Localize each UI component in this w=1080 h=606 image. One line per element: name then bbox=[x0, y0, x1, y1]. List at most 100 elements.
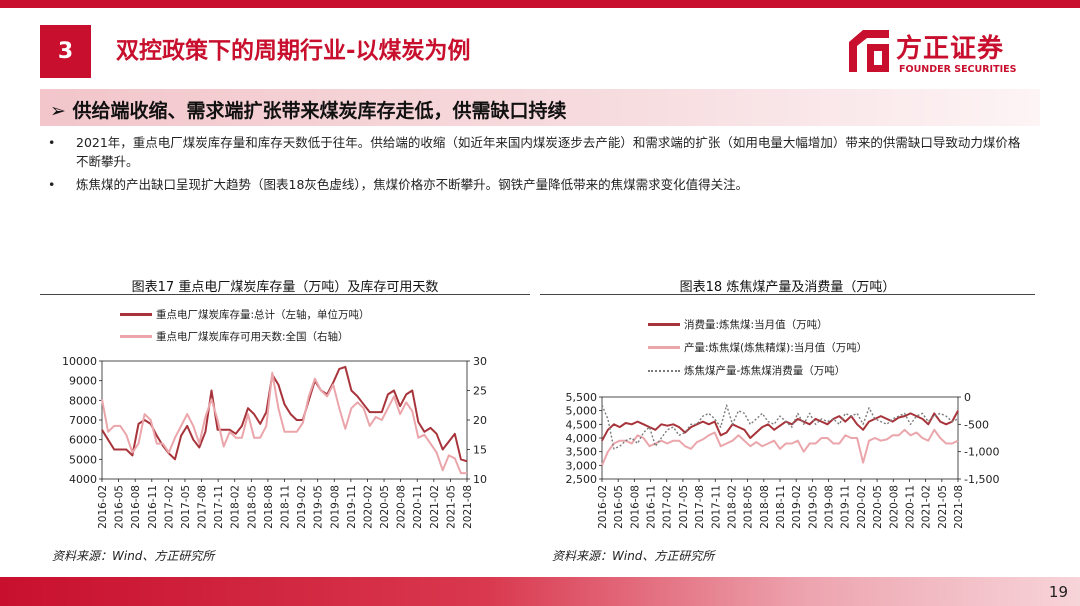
subtitle-banner bbox=[40, 89, 1040, 126]
chart17-series-line-1 bbox=[101, 371, 467, 475]
chart17-x-tick-label: 2020-05 bbox=[379, 485, 391, 529]
chart17-x-tick-label: 2017-02 bbox=[163, 485, 175, 529]
chart18-right-tick-label: -1,000 bbox=[964, 446, 999, 459]
chart17-x-tick-label: 2016-05 bbox=[114, 485, 126, 529]
founder-logo-icon bbox=[849, 30, 889, 72]
chart17-x-tick-label: 2021-08 bbox=[462, 485, 474, 529]
chart18-left-tick-label: 4,500 bbox=[566, 418, 598, 431]
chart18-x-tick-label: 2017-11 bbox=[710, 485, 722, 529]
chart17-left-tick-label: 9000 bbox=[69, 375, 97, 388]
legend-swatch bbox=[120, 313, 152, 316]
chart17-x-tick-label: 2018-02 bbox=[230, 485, 242, 529]
chart17-x-tick-label: 2017-08 bbox=[197, 485, 209, 529]
chart17-x-tick-label: 2017-05 bbox=[180, 485, 192, 529]
legend-swatch bbox=[648, 369, 680, 372]
chart18-left-tick-label: 5,000 bbox=[566, 405, 598, 418]
chart18-x-tick-label: 2017-05 bbox=[678, 485, 690, 529]
chart17-x-tick-label: 2018-11 bbox=[280, 485, 292, 529]
chart17-source: 资料来源：Wind、方正研究所 bbox=[52, 549, 215, 563]
legend-swatch bbox=[120, 335, 152, 338]
chart17-left-tick-label: 7000 bbox=[69, 414, 97, 427]
legend-label: 重点电厂煤炭库存量:总计（左轴，单位万吨） bbox=[156, 309, 370, 321]
page-title: 双控政策下的周期行业-以煤炭为例 bbox=[116, 38, 471, 64]
chart18-x-tick-label: 2018-02 bbox=[726, 485, 738, 529]
chart18-series-line-1 bbox=[601, 428, 959, 466]
chart18-x-tick-label: 2020-02 bbox=[856, 485, 868, 529]
chart17-left-tick-label: 6000 bbox=[69, 434, 97, 447]
chart18-x-tick-label: 2019-08 bbox=[824, 485, 836, 529]
chart17-svg: 4000 5000 6000 7000 8000 9000 10000 10 15 20 25 30 2… bbox=[62, 355, 487, 529]
chart17-left-tick-label: 4000 bbox=[69, 473, 97, 486]
chart17-legend-item-1: 重点电厂煤炭库存可用天数:全国（右轴） bbox=[120, 329, 349, 344]
chart17-x-tick-label: 2021-05 bbox=[445, 485, 457, 529]
subtitle-text: ➢ 供给端收缩、需求端扩张带来煤炭库存走低，供需缺口持续 bbox=[50, 100, 567, 122]
top-accent-bar bbox=[0, 0, 1080, 8]
chart17-left-tick-label: 5000 bbox=[69, 453, 97, 466]
chart18-x-tick-label: 2016-08 bbox=[629, 485, 641, 529]
chart17-x-tick-label: 2017-11 bbox=[213, 485, 225, 529]
logo-text: 方正证券 bbox=[896, 34, 1005, 64]
chart18-x-tick-label: 2017-08 bbox=[694, 485, 706, 529]
chart17-x-tick-label: 2020-08 bbox=[396, 485, 408, 529]
chart17-title-rule bbox=[40, 294, 530, 295]
chart17-left-tick-label: 10000 bbox=[62, 355, 97, 368]
chart18-x-tick-label: 2020-05 bbox=[872, 485, 884, 529]
chart18-x-tick-label: 2019-05 bbox=[807, 485, 819, 529]
chart18-x-tick-label: 2020-08 bbox=[888, 485, 900, 529]
chart18-legend-item-1: 产量:炼焦煤(炼焦精煤):当月值（万吨） bbox=[648, 340, 867, 355]
chart18-x-tick-label: 2016-05 bbox=[613, 485, 625, 529]
chart18-title-rule bbox=[540, 294, 1035, 295]
chart18-x-tick-label: 2019-11 bbox=[840, 485, 852, 529]
chart17-x-tick-label: 2019-02 bbox=[296, 485, 308, 529]
chart18-x-tick-label: 2021-02 bbox=[921, 485, 933, 529]
chart18-right-tick-label: 0 bbox=[964, 391, 971, 404]
chart17-x-tick-label: 2019-05 bbox=[313, 485, 325, 529]
chart17-right-tick-label: 10 bbox=[473, 473, 487, 486]
chart18-legend-item-2: 炼焦煤产量-炼焦煤消费量（万吨） bbox=[648, 363, 845, 378]
bullet-text: 2021年，重点电厂煤炭库存量和库存天数低于往年。供给端的收缩（如近年来国内煤炭… bbox=[76, 135, 1021, 169]
legend-label: 消费量:炼焦煤:当月值（万吨） bbox=[684, 319, 828, 331]
chart18-series-line-0 bbox=[601, 410, 959, 442]
chart17-x-tick-label: 2016-11 bbox=[147, 485, 159, 529]
legend-swatch bbox=[648, 323, 680, 326]
bottom-accent-bar bbox=[0, 577, 1080, 606]
chart18-left-tick-label: 5,500 bbox=[566, 391, 598, 404]
chart17-right-tick-label: 15 bbox=[473, 444, 487, 457]
chart18-x-tick-label: 2018-11 bbox=[775, 485, 787, 529]
chart18-plot-frame bbox=[601, 396, 959, 480]
chart17-x-tick-label: 2020-02 bbox=[362, 485, 374, 529]
legend-label: 重点电厂煤炭库存可用天数:全国（右轴） bbox=[156, 331, 349, 343]
chart17-title: 图表17 重点电厂煤炭库存量（万吨）及库存可用天数 bbox=[131, 280, 439, 295]
chart17-legend-item-0: 重点电厂煤炭库存量:总计（左轴，单位万吨） bbox=[120, 307, 370, 322]
chart18-source: 资料来源：Wind、方正研究所 bbox=[552, 549, 715, 563]
chart18-left-tick-label: 2,500 bbox=[566, 473, 598, 486]
chart18-x-tick-label: 2020-11 bbox=[904, 485, 916, 529]
logo-subtext: FOUNDER SECURITIES bbox=[899, 64, 1017, 75]
chart17-series-line-0 bbox=[101, 365, 468, 463]
chart18-series-line-2 bbox=[601, 404, 959, 450]
chart18-left-tick-label: 4,000 bbox=[566, 432, 598, 445]
chart18-left-tick-label: 3,000 bbox=[566, 459, 598, 472]
chart18-left-tick-label: 3,500 bbox=[566, 446, 598, 459]
chart18-x-tick-label: 2021-05 bbox=[937, 485, 949, 529]
chart17-plot-frame bbox=[101, 360, 468, 480]
chart17-x-tick-label: 2018-05 bbox=[246, 485, 258, 529]
chart18-legend-item-0: 消费量:炼焦煤:当月值（万吨） bbox=[648, 317, 828, 332]
chart17-x-tick-label: 2016-02 bbox=[97, 485, 109, 529]
chart18-x-tick-label: 2017-02 bbox=[662, 485, 674, 529]
chart18-x-tick-label: 2016-11 bbox=[646, 485, 658, 529]
chart18-x-tick-label: 2021-08 bbox=[953, 485, 965, 529]
chart17-x-tick-label: 2021-02 bbox=[429, 485, 441, 529]
chart17-x-tick-label: 2019-08 bbox=[329, 485, 341, 529]
chart17-right-tick-label: 30 bbox=[473, 355, 487, 368]
legend-label: 产量:炼焦煤(炼焦精煤):当月值（万吨） bbox=[684, 342, 868, 354]
chart18-x-tick-label: 2016-02 bbox=[597, 485, 609, 529]
chart17-left-tick-label: 8000 bbox=[69, 394, 97, 407]
bullet-dot: • bbox=[48, 177, 56, 192]
section-number-badge: 3 bbox=[40, 25, 91, 78]
chart17-x-tick-label: 2019-11 bbox=[346, 485, 358, 529]
chart17-right-tick-label: 25 bbox=[473, 385, 487, 398]
chart18-x-tick-label: 2018-08 bbox=[759, 485, 771, 529]
chart17-right-tick-label: 20 bbox=[473, 414, 487, 427]
